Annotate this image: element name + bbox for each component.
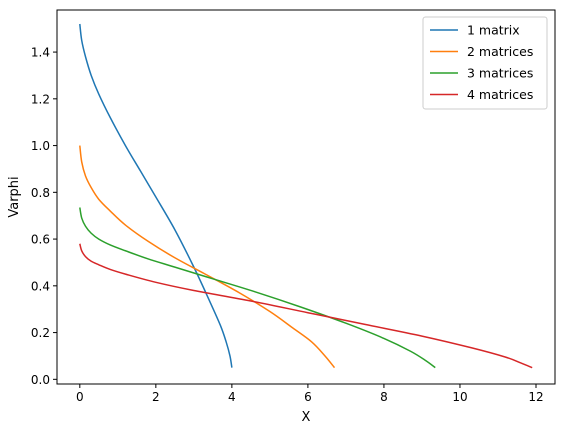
x-tick-label: 4 <box>228 390 236 404</box>
y-tick-label: 0.4 <box>31 279 50 293</box>
y-axis-label: Varphi <box>7 176 22 217</box>
axes-layer: 0 2 4 6 8 10 12 0.0 0.2 0.4 0.6 0.8 1.0 1.2 1.4 <box>31 46 544 404</box>
x-tick-label: 8 <box>380 390 388 404</box>
x-tick-label: 10 <box>452 390 467 404</box>
legend-label-2: 2 matrices <box>467 44 533 59</box>
legend: 1 matrix 2 matrices 3 matrices 4 matrices <box>422 16 548 110</box>
y-tick-label: 0.2 <box>31 326 50 340</box>
x-axis-label: X <box>302 410 311 425</box>
series-layer <box>79 23 533 369</box>
series-line-2 <box>79 145 336 369</box>
x-tick-label: 0 <box>76 390 84 404</box>
legend-label-1: 1 matrix <box>467 23 520 38</box>
series-line-3 <box>79 207 436 369</box>
legend-frame <box>422 16 548 110</box>
y-tick-label: 1.0 <box>31 139 50 153</box>
x-tick-label: 2 <box>152 390 160 404</box>
legend-label-4: 4 matrices <box>467 87 533 102</box>
x-tick-label: 6 <box>304 390 312 404</box>
y-tick-label: 1.4 <box>31 46 50 60</box>
x-tick-label: 12 <box>528 390 543 404</box>
y-tick-label: 0.8 <box>31 186 50 200</box>
y-tick-label: 0.6 <box>31 233 50 247</box>
y-tick-label: 1.2 <box>31 92 50 106</box>
series-line-4 <box>79 243 533 369</box>
y-tick-label: 0.0 <box>31 373 50 387</box>
plot-frame <box>56 9 556 385</box>
legend-label-3: 3 matrices <box>467 66 533 81</box>
series-line-1 <box>79 23 233 368</box>
